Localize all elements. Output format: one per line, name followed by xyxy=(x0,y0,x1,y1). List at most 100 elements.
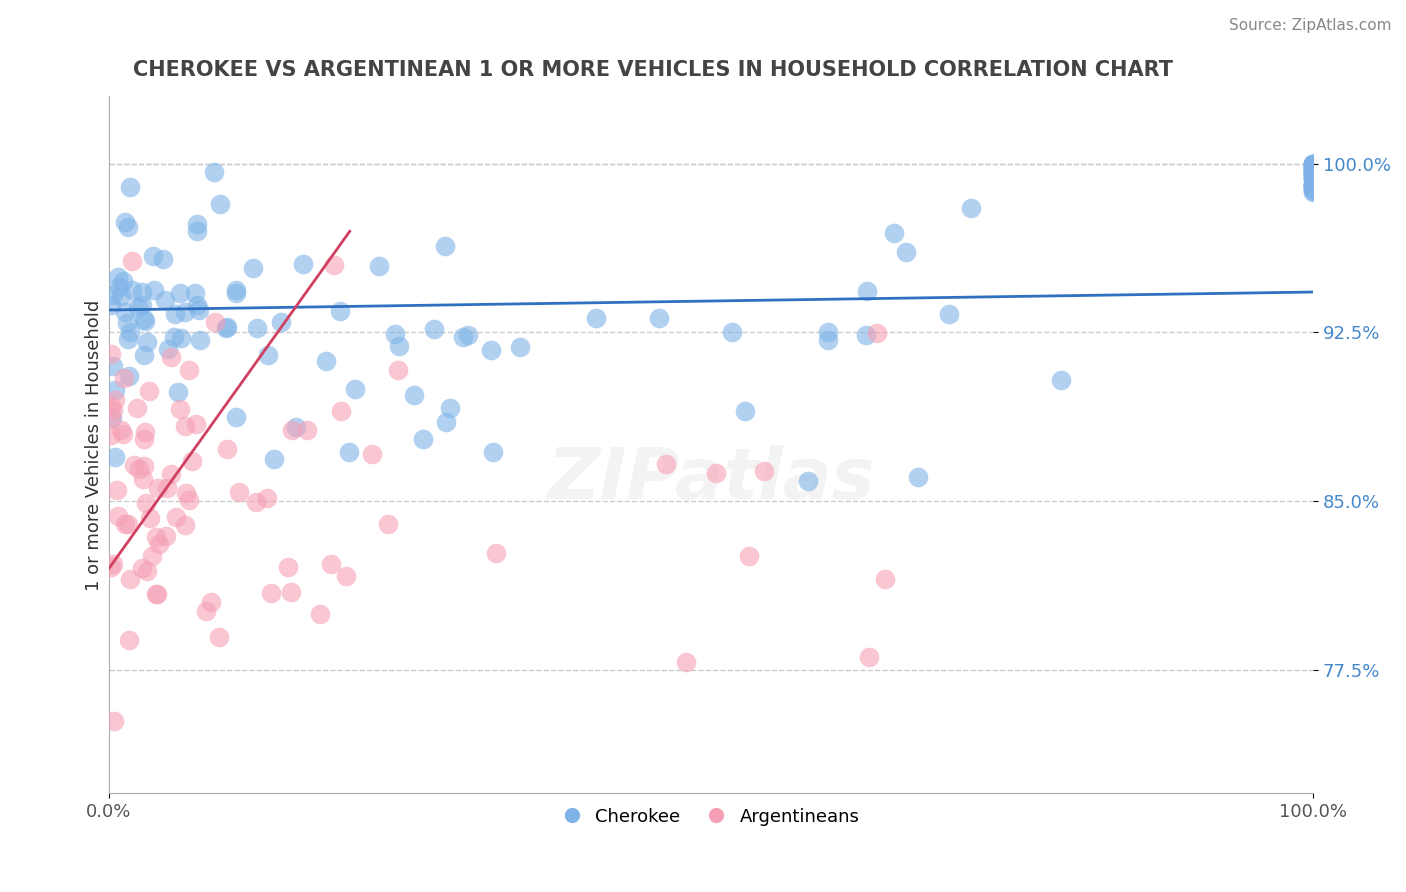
Text: ZIPatlas: ZIPatlas xyxy=(547,445,875,514)
Point xyxy=(1302,181,1324,195)
Point xyxy=(134,425,156,440)
Point xyxy=(132,433,155,447)
Point xyxy=(907,470,929,484)
Point xyxy=(309,607,332,621)
Point xyxy=(122,458,145,472)
Point xyxy=(1302,157,1324,171)
Point xyxy=(280,585,302,599)
Point xyxy=(855,284,877,298)
Point xyxy=(101,402,124,417)
Point xyxy=(817,334,839,348)
Point xyxy=(208,630,231,644)
Point xyxy=(152,252,174,266)
Point xyxy=(104,392,127,407)
Point xyxy=(1302,181,1324,195)
Point xyxy=(1302,170,1324,185)
Point xyxy=(1302,159,1324,173)
Point xyxy=(128,462,150,476)
Point xyxy=(451,329,474,343)
Point xyxy=(387,363,409,377)
Point xyxy=(200,594,222,608)
Point xyxy=(1302,178,1324,193)
Point xyxy=(228,485,250,500)
Point xyxy=(160,467,183,481)
Point xyxy=(1302,185,1324,199)
Point xyxy=(177,363,200,377)
Point xyxy=(1302,162,1324,177)
Point xyxy=(738,549,761,563)
Point xyxy=(1302,157,1324,171)
Point xyxy=(121,283,143,297)
Point xyxy=(1302,179,1324,194)
Point xyxy=(509,340,531,354)
Point xyxy=(100,298,122,312)
Point xyxy=(117,332,139,346)
Point xyxy=(174,486,197,500)
Point xyxy=(368,259,391,273)
Point xyxy=(360,447,382,461)
Point xyxy=(1302,177,1324,191)
Point xyxy=(257,348,280,362)
Point xyxy=(585,310,607,325)
Point xyxy=(1302,159,1324,173)
Point xyxy=(321,557,343,571)
Point xyxy=(866,326,889,340)
Point xyxy=(281,423,304,437)
Point xyxy=(1302,178,1324,193)
Point xyxy=(112,370,135,384)
Point xyxy=(959,201,981,215)
Point xyxy=(329,404,352,418)
Point xyxy=(1302,173,1324,187)
Point xyxy=(132,472,155,486)
Point xyxy=(1302,157,1324,171)
Point xyxy=(153,293,176,308)
Point xyxy=(114,215,136,229)
Point xyxy=(135,564,157,578)
Point xyxy=(160,351,183,365)
Point xyxy=(1302,160,1324,174)
Point xyxy=(111,427,134,442)
Point xyxy=(439,401,461,416)
Point xyxy=(1302,163,1324,178)
Point xyxy=(188,302,211,317)
Point xyxy=(1302,178,1324,192)
Legend: Cherokee, Argentineans: Cherokee, Argentineans xyxy=(555,800,868,833)
Point xyxy=(329,304,352,318)
Point xyxy=(1302,178,1324,192)
Point xyxy=(141,549,163,564)
Point xyxy=(100,560,122,574)
Point xyxy=(422,322,444,336)
Point xyxy=(1302,164,1324,178)
Point xyxy=(117,516,139,531)
Point xyxy=(242,260,264,275)
Point xyxy=(938,307,960,321)
Point xyxy=(145,587,167,601)
Point xyxy=(146,587,169,601)
Point xyxy=(103,288,125,302)
Point xyxy=(858,649,880,664)
Point xyxy=(117,219,139,234)
Point xyxy=(734,404,756,418)
Point xyxy=(167,385,190,400)
Point xyxy=(1302,169,1324,183)
Point xyxy=(100,428,122,442)
Point xyxy=(186,298,208,312)
Point xyxy=(120,572,142,586)
Point xyxy=(1302,164,1324,178)
Point xyxy=(100,347,122,361)
Point xyxy=(134,459,156,474)
Point xyxy=(270,315,292,329)
Point xyxy=(163,330,186,344)
Point xyxy=(648,310,671,325)
Point xyxy=(1302,159,1324,173)
Point xyxy=(208,197,231,211)
Point xyxy=(114,517,136,532)
Point xyxy=(156,343,179,357)
Point xyxy=(100,399,122,413)
Point xyxy=(120,325,142,339)
Point xyxy=(104,450,127,465)
Point xyxy=(1302,157,1324,171)
Point xyxy=(883,226,905,240)
Point xyxy=(134,314,156,328)
Point xyxy=(343,382,366,396)
